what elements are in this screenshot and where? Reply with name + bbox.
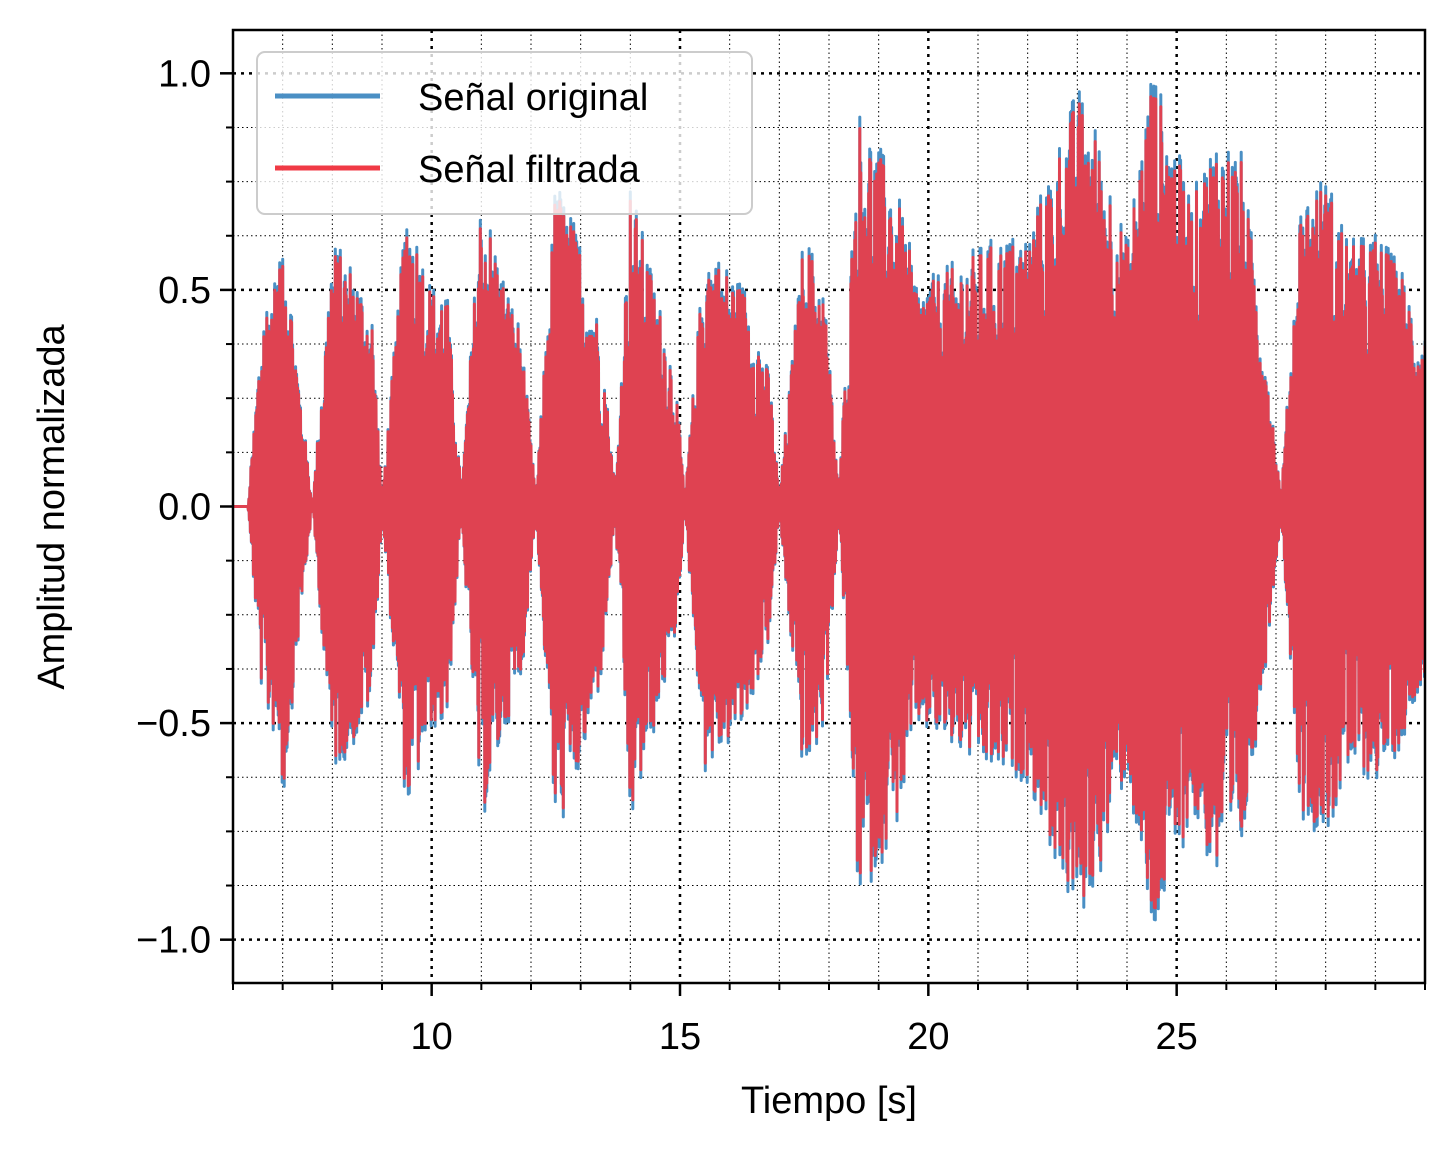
x-tick-label: 15: [659, 1016, 701, 1058]
signal-layer: [233, 82, 1425, 922]
x-tick-label: 25: [1156, 1016, 1198, 1058]
legend-label-original: Señal original: [418, 77, 648, 119]
x-axis-title: Tiempo [s]: [741, 1080, 917, 1122]
y-tick-label: 0.5: [158, 270, 211, 312]
y-tick-label: 1.0: [158, 53, 211, 95]
tick-labels: 10 15 20 25 1.0 0.5 0.0 −0.5 −1.0: [136, 53, 1198, 1058]
series-filtrada-line: [233, 95, 1425, 910]
x-tick-label: 10: [411, 1016, 453, 1058]
y-tick-label: 0.0: [158, 487, 211, 529]
legend-label-filtrada: Señal filtrada: [418, 149, 641, 191]
legend-box: [256, 51, 753, 215]
y-tick-label: −1.0: [136, 920, 211, 962]
y-tick-label: −0.5: [136, 703, 211, 745]
y-axis-title: Amplitud normalizada: [31, 323, 73, 689]
axis-ticks: [220, 72, 1426, 996]
x-tick-label: 20: [907, 1016, 949, 1058]
legend: Señal original Señal filtrada: [256, 51, 753, 215]
